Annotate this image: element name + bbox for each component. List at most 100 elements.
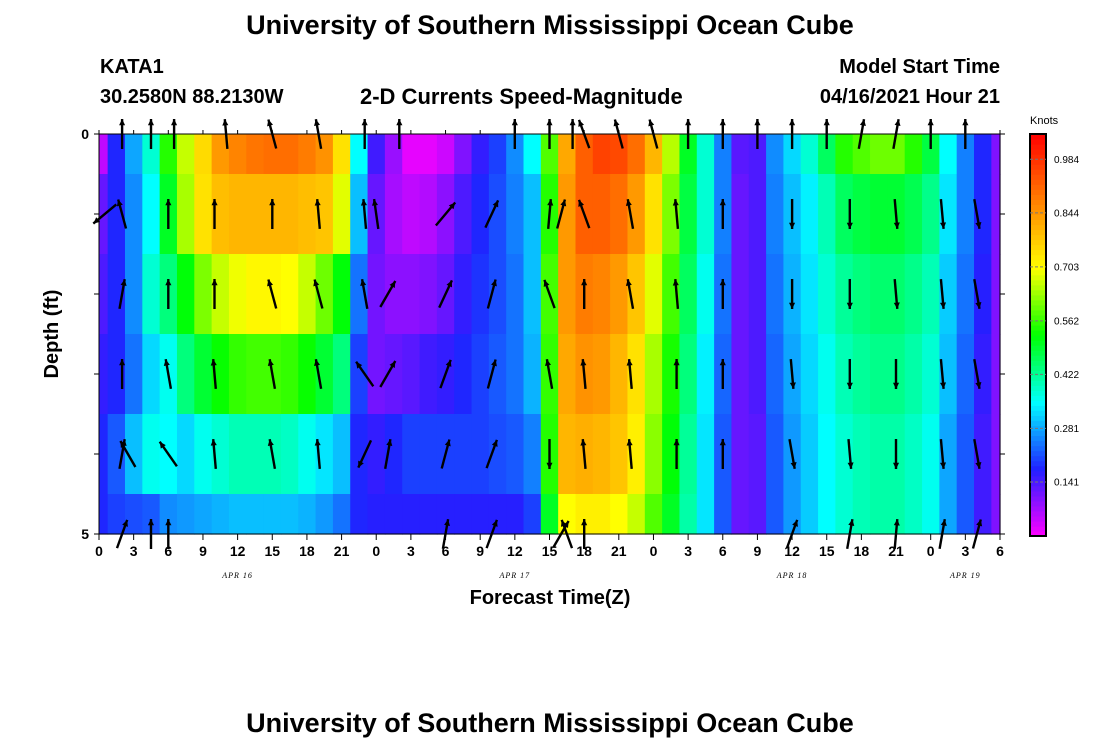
- current-arrow: [314, 438, 321, 470]
- arrow-head: [360, 279, 367, 286]
- x-tick-label: 21: [611, 543, 627, 559]
- colorbar-tick-label: 0.562: [1054, 316, 1079, 327]
- arrow-head: [719, 359, 726, 366]
- current-arrow: [673, 439, 680, 469]
- current-arrow: [625, 198, 635, 230]
- x-tick-label: 18: [299, 543, 315, 559]
- heat-cell: [211, 174, 230, 255]
- heat-cell: [228, 334, 247, 415]
- heat-cell: [852, 134, 871, 175]
- bottom-title: University of Southern Mississippi Ocean…: [246, 708, 854, 738]
- heat-cell: [246, 414, 265, 495]
- arrow-head: [626, 359, 633, 366]
- heat-cell: [124, 134, 143, 175]
- colorbar-swatch: [1030, 319, 1046, 326]
- x-axis: 0 3 6 9 12 15 18 21 0 3 6 9 12 15 18 21 0 3 6 9 12 15 18 21 0 3 6 A…: [95, 130, 1004, 580]
- heat-cell: [298, 494, 317, 535]
- arrow-head: [569, 119, 576, 126]
- heat-cell: [540, 494, 559, 535]
- arrow-head: [847, 462, 854, 469]
- heat-cell: [627, 254, 646, 335]
- colorbar-swatch: [1030, 380, 1046, 386]
- current-arrow: [119, 440, 137, 468]
- x-tick-label: 12: [784, 543, 800, 559]
- current-arrow: [973, 358, 982, 390]
- arrow-head: [358, 460, 364, 468]
- arrow-head: [789, 119, 796, 126]
- arrow-head: [448, 202, 456, 210]
- colorbar-swatch: [1030, 395, 1046, 401]
- heat-cell: [523, 254, 542, 335]
- current-arrow: [165, 279, 172, 309]
- colorbar-swatch: [1030, 329, 1046, 336]
- arrow-head: [626, 439, 633, 446]
- current-arrow: [379, 280, 397, 308]
- colorbar-swatch: [1030, 400, 1046, 406]
- colorbar-frame: [1029, 133, 1047, 537]
- arrow-head: [672, 279, 679, 286]
- heat-cell: [558, 254, 577, 335]
- heat-cell: [939, 334, 958, 415]
- heat-cell: [835, 174, 854, 255]
- colorbar-swatch: [1030, 314, 1046, 321]
- colorbar-swatch: [1030, 530, 1046, 537]
- heat-cell: [488, 334, 507, 415]
- heat-cell: [454, 174, 473, 255]
- heat-cell: [610, 254, 629, 335]
- arrow-head: [823, 119, 830, 126]
- heat-cell: [419, 334, 438, 415]
- heat-cell: [800, 334, 819, 415]
- heat-cell: [176, 334, 195, 415]
- arrow-head: [789, 302, 796, 309]
- colorbar-swatch: [1030, 229, 1046, 236]
- current-arrow: [546, 439, 553, 469]
- heat-cell: [904, 134, 923, 175]
- heat-cell: [142, 414, 161, 495]
- colorbar-title: Knots: [1030, 115, 1059, 127]
- x-tick-label: 3: [961, 543, 969, 559]
- colorbar-swatch: [1030, 259, 1046, 266]
- arrow-head: [648, 119, 655, 127]
- heat-cell: [142, 174, 161, 255]
- heat-cell: [228, 174, 247, 255]
- colorbar-swatch: [1030, 435, 1046, 442]
- heat-cell: [384, 254, 403, 335]
- current-arrow: [486, 279, 497, 309]
- current-arrow: [119, 359, 126, 389]
- heat-cell: [332, 174, 351, 255]
- current-arrow: [719, 359, 726, 389]
- heat-cell: [402, 414, 421, 495]
- heat-cell: [176, 134, 195, 175]
- heat-cell: [315, 334, 334, 415]
- current-arrow: [210, 438, 217, 470]
- heat-cell: [488, 254, 507, 335]
- heat-cell: [904, 174, 923, 255]
- arrow-head: [580, 359, 587, 366]
- arrow-head: [962, 119, 969, 126]
- colorbar-swatch: [1030, 335, 1046, 341]
- heat-cell: [592, 134, 611, 175]
- heat-cell: [991, 254, 1001, 335]
- current-arrow: [360, 198, 368, 230]
- heat-cell: [800, 414, 819, 495]
- heat-cell: [367, 334, 386, 415]
- heat-cell: [731, 254, 750, 335]
- colorbar: 0.984 0.844 0.703 0.562 0.422 0.281 0.141: [1029, 133, 1079, 537]
- heat-cell: [523, 494, 542, 535]
- heat-cell: [107, 174, 126, 255]
- heat-cell: [211, 414, 230, 495]
- heat-cell: [627, 134, 646, 175]
- current-arrow: [973, 198, 982, 230]
- heat-cell: [211, 134, 230, 175]
- heat-cell: [194, 254, 213, 335]
- arrow-head: [940, 462, 946, 469]
- heat-cell: [818, 334, 836, 415]
- heat-cell: [298, 134, 317, 175]
- heat-cell: [558, 174, 577, 255]
- heat-cell: [350, 174, 369, 255]
- heat-cell: [679, 494, 698, 535]
- heat-cell: [922, 414, 940, 495]
- heat-cell: [488, 134, 507, 175]
- heat-cell: [766, 414, 785, 495]
- colorbar-swatch: [1030, 144, 1046, 150]
